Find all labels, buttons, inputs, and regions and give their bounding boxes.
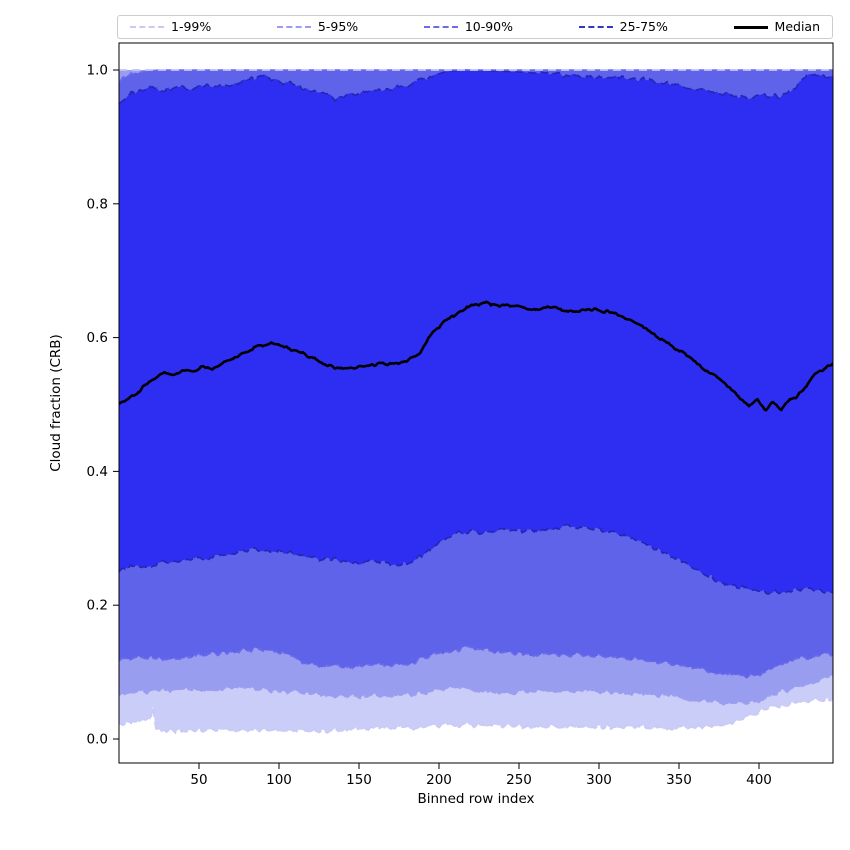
x-tick-label-200: 200: [426, 772, 452, 788]
band-edge-10-90%-lower: [119, 645, 833, 680]
y-tick-label-0.0: 0.0: [87, 732, 108, 748]
axes-frame: [118, 42, 834, 764]
legend-line-icon: [733, 25, 768, 29]
x-tick-label-300: 300: [586, 772, 612, 788]
y-tick-label-1.0: 1.0: [87, 63, 108, 79]
legend-label: 10-90%: [464, 19, 514, 35]
legend-label: 5-95%: [317, 19, 359, 35]
legend-label: 1-99%: [171, 19, 212, 35]
legend-line-icon: [578, 26, 613, 28]
y-tick-label-0.6: 0.6: [87, 330, 108, 346]
y-tick-label-0.4: 0.4: [87, 464, 108, 480]
legend-entry-25-75%: 25-75%: [578, 19, 668, 35]
y-tick-label-0.8: 0.8: [87, 196, 108, 212]
legend-entry-5-95%: 5-95%: [276, 19, 359, 35]
x-tick-label-100: 100: [266, 772, 292, 788]
x-tick-label-250: 250: [506, 772, 532, 788]
legend-entry-10-90%: 10-90%: [423, 19, 514, 35]
x-tick-label-350: 350: [666, 772, 692, 788]
band-edge-25-75%-upper: [119, 69, 833, 105]
legend-line-icon: [423, 26, 458, 28]
x-tick-label-150: 150: [346, 772, 372, 788]
band-edge-1-99%-lower: [119, 696, 833, 735]
y-tick-label-0.2: 0.2: [87, 598, 108, 614]
x-tick-label-400: 400: [746, 772, 772, 788]
band-edge-5-95%-lower: [119, 673, 833, 706]
y-axis-label: Cloud fraction (CRB): [48, 334, 64, 472]
legend: 1-99% 5-95% 10-90% 25-75% Median: [117, 15, 833, 39]
legend-line-icon: [276, 26, 311, 28]
band-edge-25-75%-lower: [119, 523, 833, 595]
band-area-25-75%: [119, 70, 833, 595]
legend-entry-Median: Median: [733, 19, 820, 35]
x-axis-label: Binned row index: [417, 791, 535, 807]
legend-entry-1-99%: 1-99%: [130, 20, 211, 34]
legend-label: 25-75%: [619, 19, 668, 35]
legend-label: Median: [774, 19, 820, 35]
x-tick-label-50: 50: [190, 772, 207, 788]
median-line: [119, 300, 833, 412]
legend-line-icon: [130, 26, 164, 28]
